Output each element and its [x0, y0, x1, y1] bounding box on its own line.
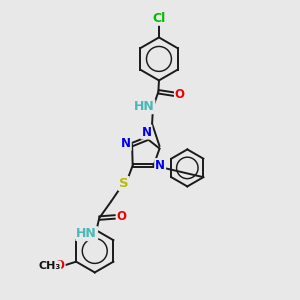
Text: N: N [155, 159, 165, 172]
Text: HN: HN [134, 100, 154, 113]
Text: O: O [55, 259, 65, 272]
Text: O: O [175, 88, 185, 101]
Text: CH₃: CH₃ [38, 262, 60, 272]
Text: S: S [119, 177, 128, 190]
Text: HN: HN [76, 227, 97, 240]
Text: Cl: Cl [152, 12, 166, 25]
Text: N: N [141, 126, 152, 139]
Text: N: N [121, 137, 131, 150]
Text: O: O [117, 210, 127, 224]
